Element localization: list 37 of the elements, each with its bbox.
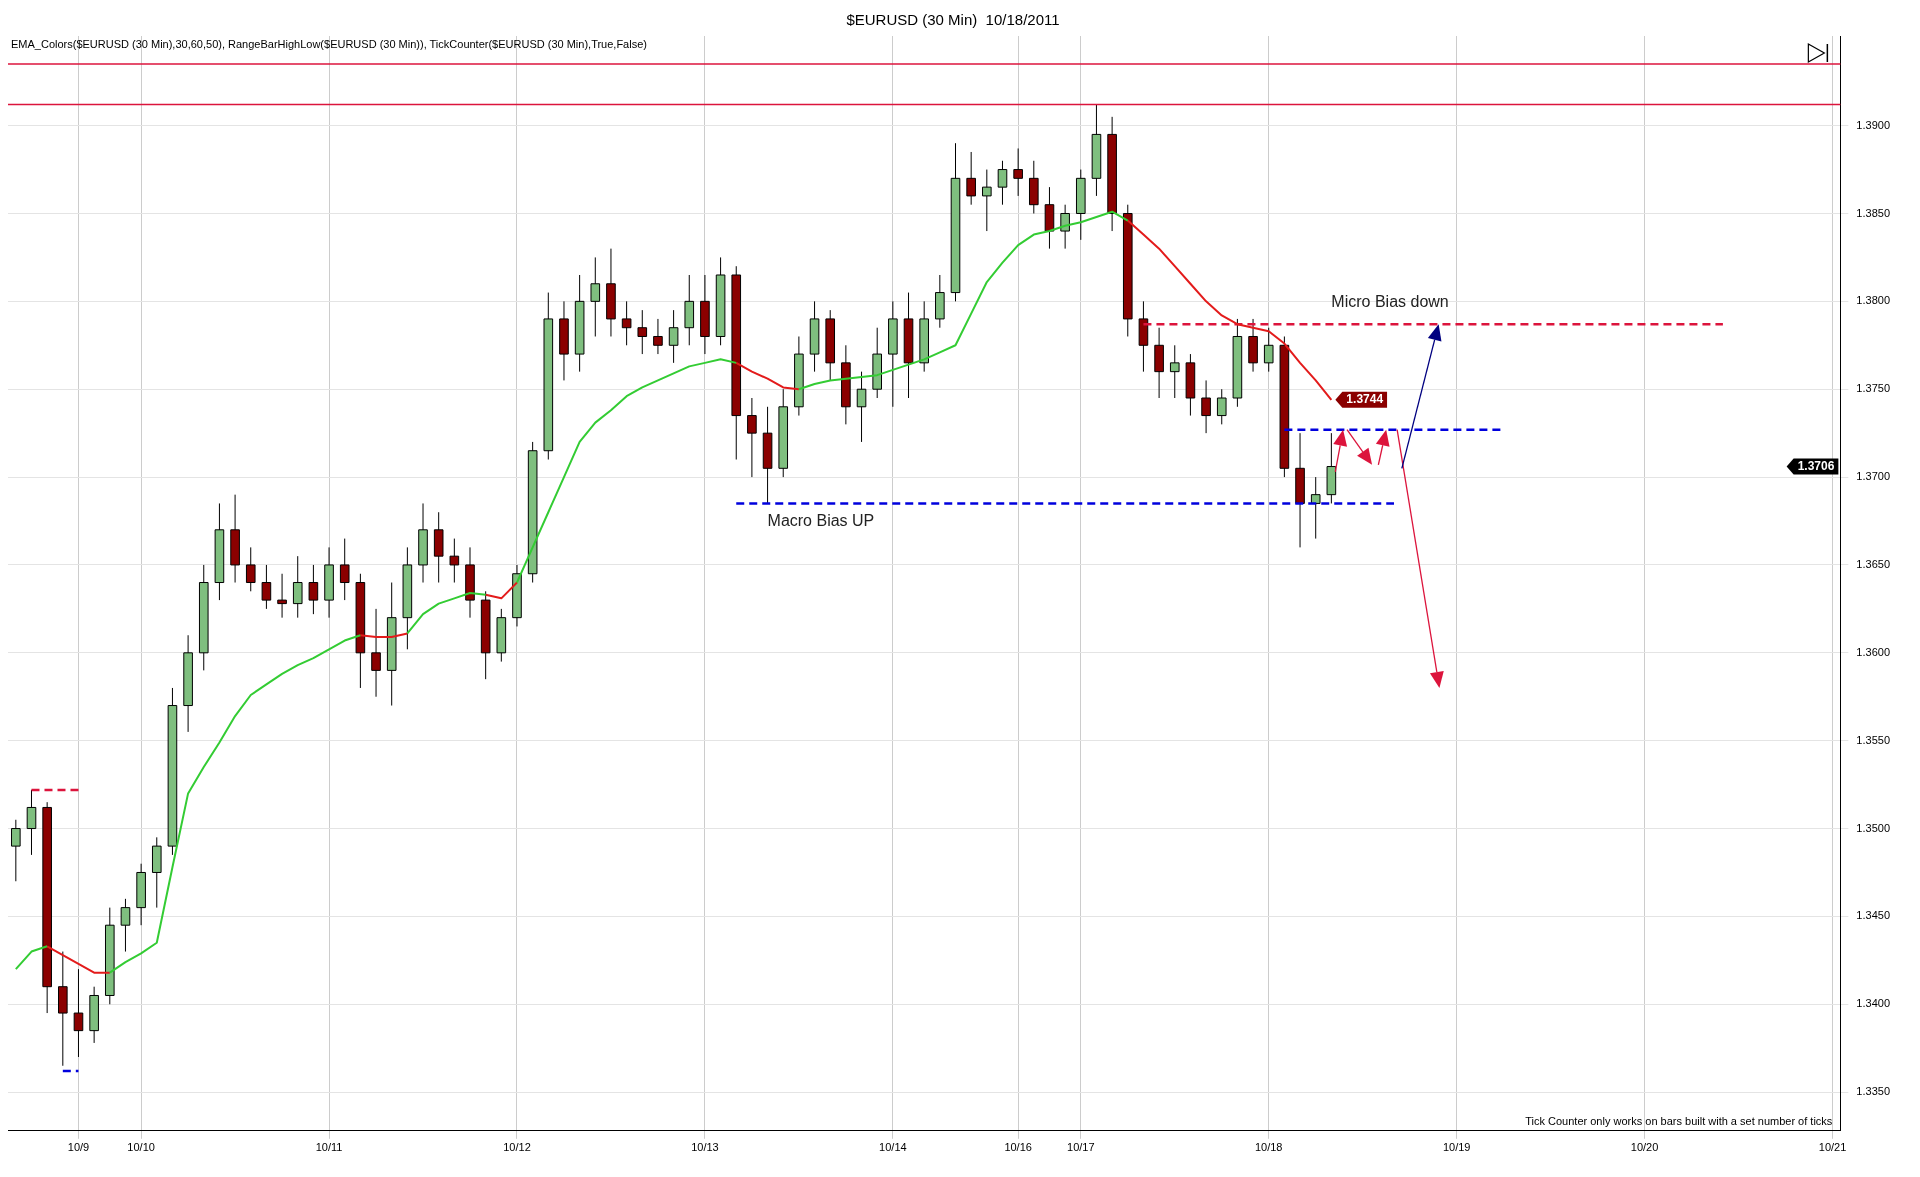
y-tick-label: 1.3700 — [1856, 470, 1891, 483]
y-tick-label: 1.3400 — [1856, 997, 1891, 1010]
y-tick-label: 1.3800 — [1856, 294, 1891, 307]
series-label: Micro Bias down — [1331, 292, 1449, 310]
chart-title: $EURUSD (30 Min) 10/18/2011 — [846, 11, 1060, 29]
candlestick — [747, 397, 757, 478]
data-label: 1.3744 — [1346, 392, 1384, 407]
x-tick-label: 10/13 — [691, 1141, 719, 1154]
y-tick-label: 1.3500 — [1856, 821, 1891, 834]
series-label: Macro Bias UP — [767, 511, 875, 529]
x-tick-label: 10/20 — [1630, 1141, 1659, 1154]
y-tick-label: 1.3850 — [1856, 206, 1891, 219]
y-tick-label: 1.3600 — [1856, 645, 1891, 658]
candlestick — [1060, 204, 1070, 250]
y-tick-label: 1.3900 — [1856, 118, 1891, 131]
x-tick-label: 10/9 — [67, 1141, 90, 1154]
y-tick-label: 1.3750 — [1856, 382, 1891, 395]
x-tick-label: 10/16 — [1004, 1141, 1032, 1154]
x-tick-label: 10/11 — [315, 1141, 343, 1154]
text: 1.3706 — [1797, 458, 1835, 473]
y-tick-label: 1.3550 — [1856, 733, 1891, 746]
candlestick — [371, 608, 381, 698]
annotation: Tick Counter only works on bars built with a set number of ticks — [1525, 1115, 1833, 1128]
x-tick-label: 10/19 — [1442, 1141, 1471, 1154]
x-tick-label: 10/12 — [503, 1141, 531, 1154]
candlestick — [11, 819, 21, 882]
y-tick-label: 1.3450 — [1856, 909, 1891, 922]
annotation: EMA_Colors($EURUSD (30 Min),30,60,50), RangeBarHighLow($EURUSD (30 Min)), TickCounter($EURUSD (30 Min),True,False) — [11, 37, 647, 50]
candlestick — [653, 318, 663, 355]
y-tick-label: 1.3350 — [1856, 1085, 1891, 1098]
x-tick-label: 10/21 — [1818, 1141, 1847, 1154]
candlestick — [1013, 147, 1023, 197]
y-tick-label: 1.3650 — [1856, 557, 1891, 570]
x-tick-label: 10/14 — [879, 1141, 907, 1154]
x-tick-label: 10/18 — [1254, 1141, 1283, 1154]
x-tick-label: 10/10 — [127, 1141, 155, 1154]
x-tick-label: 10/17 — [1067, 1141, 1095, 1154]
